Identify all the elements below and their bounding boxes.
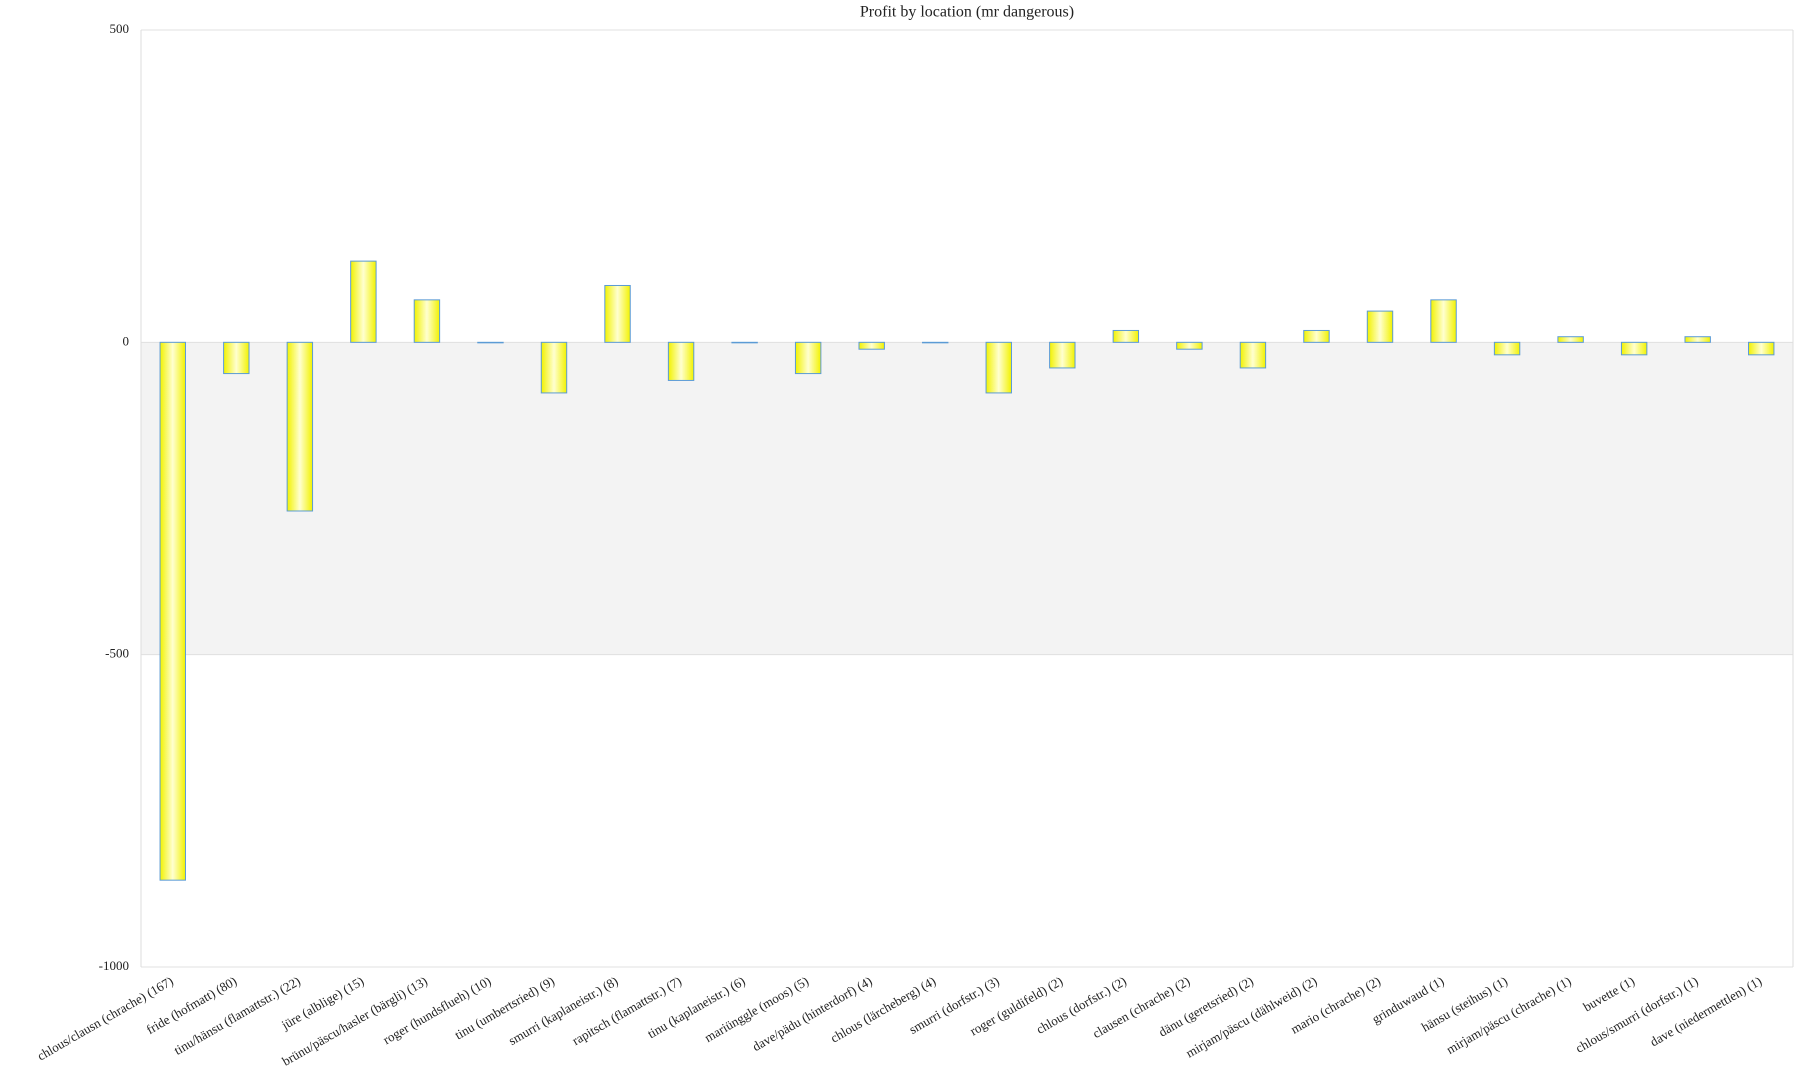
bar bbox=[1112, 329, 1140, 343]
bar bbox=[223, 341, 250, 375]
bar bbox=[1748, 341, 1775, 356]
x-tick-label: mariünggle (moos) (5) bbox=[702, 973, 811, 1045]
bar bbox=[413, 299, 441, 343]
bar bbox=[1239, 341, 1267, 369]
y-tick-label: -1000 bbox=[99, 958, 129, 973]
bar bbox=[1303, 329, 1330, 343]
chart-title: Profit by location (mr dangerous) bbox=[860, 4, 1074, 21]
bar bbox=[794, 341, 822, 375]
x-tick-label: dave/pädu (hinterdorf) (4) bbox=[750, 973, 875, 1054]
bar bbox=[1493, 341, 1521, 356]
bar bbox=[1620, 341, 1648, 356]
bar bbox=[1557, 336, 1584, 343]
x-tick-label: buvette (1) bbox=[1581, 973, 1638, 1014]
bar bbox=[540, 341, 568, 394]
bar bbox=[1176, 341, 1203, 350]
bar bbox=[1430, 299, 1457, 343]
bar bbox=[858, 341, 885, 350]
bar bbox=[477, 341, 504, 344]
y-tick-label: 500 bbox=[110, 21, 130, 36]
bar bbox=[922, 341, 949, 344]
bar bbox=[1366, 310, 1394, 343]
x-tick-label: smurri (kaplaneistr.) (8) bbox=[506, 973, 621, 1048]
bar bbox=[1684, 336, 1711, 343]
x-tick-label: roger (hundsflueh) (10) bbox=[380, 973, 493, 1047]
bar bbox=[350, 260, 377, 343]
bar bbox=[159, 341, 186, 881]
x-tick-label: chlous (lärcheberg) (4) bbox=[828, 973, 938, 1045]
bar bbox=[604, 284, 631, 343]
bar bbox=[286, 341, 314, 512]
bar bbox=[1049, 341, 1076, 369]
bar bbox=[985, 341, 1012, 394]
y-tick-label: -500 bbox=[105, 646, 129, 661]
bar bbox=[731, 341, 758, 344]
y-tick-label: 0 bbox=[123, 333, 130, 348]
bar bbox=[667, 341, 695, 381]
x-tick-label: dave (niedermettlen) (1) bbox=[1647, 973, 1764, 1049]
plot-band bbox=[141, 342, 1793, 655]
x-tick-label: rapitsch (flamattstr.) (7) bbox=[569, 973, 684, 1048]
